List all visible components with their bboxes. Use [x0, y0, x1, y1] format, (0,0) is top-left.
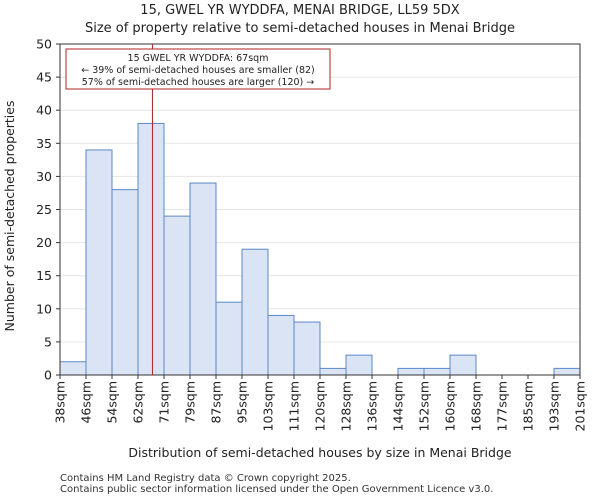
x-tick-label: 38sqm — [53, 381, 68, 424]
x-tick-label: 136sqm — [365, 381, 380, 431]
chart-subtitle: Size of property relative to semi-detach… — [85, 21, 515, 36]
histogram-chart: 15, GWEL YR WYDDFA, MENAI BRIDGE, LL59 5… — [2, 3, 588, 460]
x-tick-label: 144sqm — [391, 381, 406, 431]
bar-62sqm — [137, 122, 165, 376]
y-tick-label: 35 — [36, 136, 52, 151]
x-tick-label: 120sqm — [313, 381, 328, 431]
footer: Contains HM Land Registry data © Crown c… — [60, 473, 493, 495]
x-tick-label: 152sqm — [417, 381, 432, 431]
y-tick-label: 45 — [36, 70, 52, 85]
bar-160sqm — [449, 354, 477, 376]
x-tick-label: 128sqm — [339, 381, 354, 431]
bar-120sqm — [319, 367, 347, 376]
y-tick-label: 25 — [36, 202, 52, 217]
x-tick-label: 111sqm — [287, 381, 302, 431]
bar-79sqm — [189, 182, 217, 376]
y-tick-label: 40 — [36, 103, 52, 118]
bar-103sqm — [267, 314, 295, 376]
bar-128sqm — [345, 354, 373, 376]
bar-46sqm — [85, 149, 113, 376]
bars-group — [59, 122, 581, 376]
plot-frame — [59, 43, 581, 376]
x-tick-label: 185sqm — [521, 381, 536, 431]
y-tick-label: 30 — [36, 169, 52, 184]
annotation-line-2: ← 39% of semi-detached houses are smalle… — [81, 65, 315, 76]
y-tick-label: 20 — [36, 235, 52, 250]
y-tick-label: 5 — [44, 334, 52, 349]
bar-54sqm — [111, 189, 139, 376]
x-tick-label: 54sqm — [105, 381, 120, 424]
x-tick-label: 177sqm — [495, 381, 510, 431]
x-tick-label: 103sqm — [261, 381, 276, 431]
y-tick-label: 0 — [44, 368, 52, 383]
annotation-line-3: 57% of semi-detached houses are larger (… — [82, 77, 315, 88]
bar-193sqm — [553, 367, 581, 376]
x-tick-label: 87sqm — [209, 381, 224, 424]
bar-95sqm — [241, 248, 269, 376]
footer-line-1: Contains HM Land Registry data © Crown c… — [60, 473, 351, 484]
x-tick-label: 79sqm — [183, 381, 198, 424]
annotation-line-1: 15 GWEL YR WYDDFA: 67sqm — [128, 53, 269, 64]
bar-111sqm — [293, 321, 321, 376]
y-tick-label: 15 — [36, 268, 52, 283]
bar-87sqm — [215, 301, 243, 376]
x-axis-ticks: 38sqm 46sqm 54sqm 62sqm 71sqm 79sqm 87sqm 95sqm… — [53, 375, 588, 431]
y-axis-ticks: 0 5 10 15 20 25 30 35 40 45 50 — [36, 37, 60, 383]
annotation-box: 15 GWEL YR WYDDFA: 67sqm ← 39% of semi-d… — [65, 48, 331, 90]
bar-152sqm — [423, 367, 451, 376]
x-tick-label: 71sqm — [157, 381, 172, 424]
y-tick-label: 50 — [36, 37, 52, 52]
footer-line-2: Contains public sector information licen… — [60, 484, 494, 495]
y-tick-label: 10 — [36, 301, 52, 316]
bar-144sqm — [397, 367, 425, 376]
y-axis-label: Number of semi-detached properties — [2, 101, 17, 332]
x-tick-label: 193sqm — [547, 381, 562, 431]
x-axis-label: Distribution of semi-detached houses by … — [128, 445, 511, 460]
x-tick-label: 201sqm — [573, 381, 588, 431]
x-tick-label: 168sqm — [469, 381, 484, 431]
bar-71sqm — [163, 215, 191, 376]
x-tick-label: 160sqm — [443, 381, 458, 431]
x-tick-label: 46sqm — [79, 381, 94, 424]
x-tick-label: 95sqm — [235, 381, 250, 424]
bar-38sqm — [59, 361, 87, 376]
chart-title: 15, GWEL YR WYDDFA, MENAI BRIDGE, LL59 5… — [140, 3, 459, 18]
x-tick-label: 62sqm — [131, 381, 146, 424]
